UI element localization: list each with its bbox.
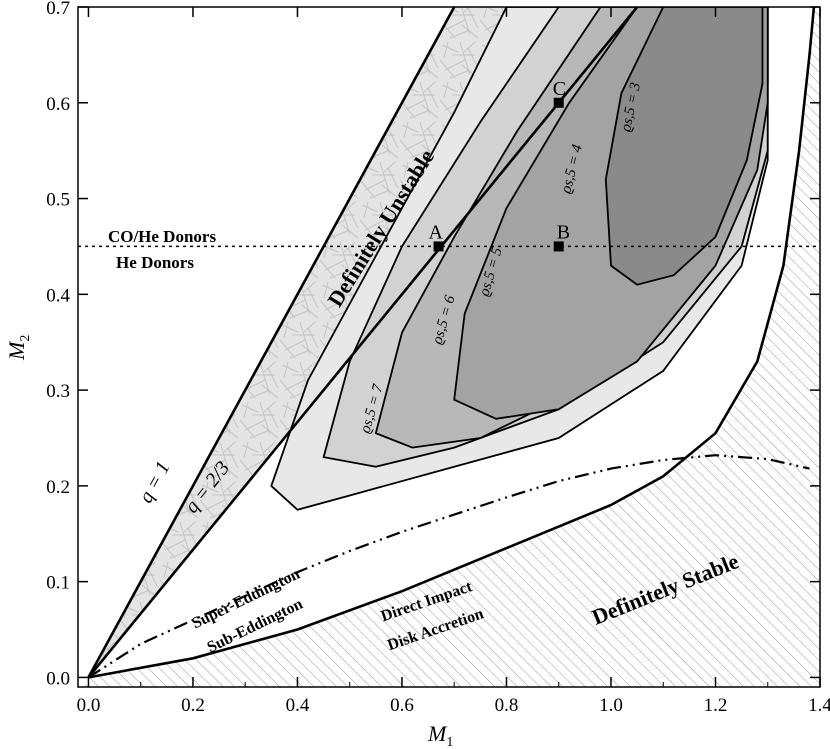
x-tick-label: 0.2 — [181, 695, 205, 716]
boundary-line-1 — [87, 7, 639, 679]
x-tick-label: 1.0 — [599, 695, 623, 716]
stability-boundary-line — [88, 7, 816, 679]
x-tick-label: 0.8 — [495, 695, 519, 716]
point-label-c: C — [553, 78, 566, 100]
boundary-line-0 — [87, 7, 456, 679]
contour-4 — [604, 7, 764, 286]
x-tick-label: 1.4 — [808, 695, 830, 716]
y-tick-label: 0.3 — [46, 381, 70, 402]
y-tick-label: 0.1 — [46, 573, 70, 594]
x-tick-label: 1.2 — [704, 695, 728, 716]
eddington-line — [87, 454, 810, 679]
point-b — [553, 241, 564, 252]
y-tick-label: 0.4 — [46, 285, 70, 306]
co-he-donors-label: CO/He Donors — [108, 227, 217, 246]
he-donors-label: He Donors — [116, 253, 194, 272]
x-tick-label: 0.4 — [286, 695, 310, 716]
y-axis-title: M2 — [4, 335, 33, 361]
y-tick-label: 0.6 — [46, 94, 70, 115]
x-tick-label: 0.6 — [390, 695, 414, 716]
y-tick-label: 0.2 — [46, 477, 70, 498]
x-axis-title: M1 — [427, 721, 453, 749]
point-label-a: A — [429, 221, 444, 243]
y-tick-label: 0.5 — [46, 190, 70, 211]
plot-frame — [77, 6, 821, 688]
y-tick-label: 0.0 — [46, 668, 70, 689]
point-label-b: B — [557, 221, 570, 243]
x-tick-label: 0.0 — [77, 695, 101, 716]
q-equals-1-label: q = 1 — [135, 458, 175, 507]
y-tick-label: 0.7 — [46, 0, 70, 19]
point-a — [433, 241, 444, 252]
stable-region-hatch — [83, 7, 820, 687]
point-c — [553, 97, 564, 108]
